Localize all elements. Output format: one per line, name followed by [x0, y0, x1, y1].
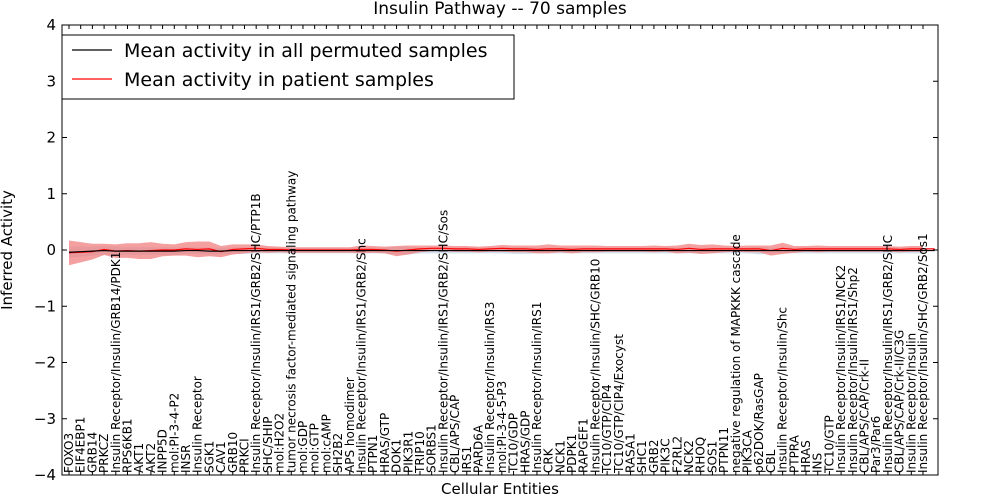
x-category-label: mol:GDP	[296, 421, 310, 473]
x-category-label: mol:PI-3-4-P2	[167, 393, 181, 473]
x-category-label: PRKCZ	[97, 434, 111, 473]
x-category-label: PTPRA	[787, 434, 801, 473]
x-category-label: Insulin Receptor/Insulin/Shc	[776, 307, 790, 473]
x-category-label: Insulin Receptor/Insulin	[904, 333, 918, 473]
legend-label-permuted: Mean activity in all permuted samples	[124, 40, 487, 62]
y-axis-ticks: 4 3 2 1 0 −1 −2 −3 −4	[34, 16, 938, 484]
x-category-label: DOK1	[390, 439, 404, 473]
x-category-label: PTPN1	[366, 435, 380, 473]
y-tick-label: −3	[34, 410, 56, 428]
x-category-label: Insulin Receptor/Insulin/IRS1/GRB2/Shc	[354, 238, 368, 473]
x-category-label: NCK1	[553, 440, 567, 473]
y-tick-label: 1	[46, 185, 56, 203]
x-category-label: Insulin Receptor/Insulin/IRS3	[483, 302, 497, 473]
x-category-label: SHC/SHIP	[261, 417, 275, 473]
y-tick-label: 0	[46, 241, 56, 259]
x-category-label: mol:H2O2	[273, 413, 287, 473]
x-category-label: Insulin Receptor/Insulin/IRS1/GRB2/SHC/P…	[249, 193, 263, 473]
x-category-label: PARD6A	[471, 424, 485, 473]
x-category-label: TC10/GTP	[822, 415, 836, 474]
x-category-label: Insulin Receptor/Insulin/IRS1/GRB2/SHC	[881, 235, 895, 473]
x-category-label: Par3/Par6	[869, 416, 883, 473]
x-category-label: PRKCI	[237, 438, 251, 473]
y-tick-label: −4	[34, 466, 56, 484]
y-axis-label: Inferred Activity	[0, 190, 16, 310]
x-category-label: HRAS/GTP	[378, 413, 392, 473]
x-category-label: HRAS/GDP	[518, 410, 532, 473]
x-category-label: NCK2	[682, 440, 696, 473]
x-category-label: CBL/APS/CAP/Crk-II	[858, 359, 872, 473]
x-category-label: SORBS1	[425, 424, 439, 473]
patient-mean-line	[68, 247, 935, 254]
x-category-label: AKT1	[132, 443, 146, 473]
x-category-label: RASA1	[624, 433, 638, 473]
x-category-label: mol:cAMP	[319, 414, 333, 473]
x-category-label: SGK1	[202, 441, 216, 473]
x-category-label: CAV1	[214, 441, 228, 473]
x-category-label: HRAS	[799, 440, 813, 473]
x-category-label: INSR	[179, 445, 193, 473]
x-category-label: negative regulation of MAPKKK cascade	[729, 234, 743, 473]
y-tick-label: −2	[34, 354, 56, 372]
x-category-label: Insulin Receptor/Insulin/IRS1/GRB2/SHC/S…	[436, 210, 450, 473]
x-category-label: mol:GTP	[308, 423, 322, 473]
y-tick-label: 3	[46, 72, 56, 90]
x-category-label: RAPGEF1	[577, 418, 591, 473]
x-category-label: GRB10	[226, 432, 240, 473]
permuted-mean-line	[68, 249, 935, 253]
series-lines	[68, 247, 935, 254]
x-category-label: TC10/GDP	[507, 413, 521, 474]
x-category-label: GRB14	[85, 432, 99, 473]
x-category-label: INPP5D	[156, 429, 170, 473]
x-category-label: APS homodimer	[343, 377, 357, 473]
y-tick-label: 4	[46, 16, 56, 34]
x-category-label: CBL/APS/CAP	[448, 395, 462, 473]
patient-band	[69, 240, 923, 266]
x-category-label: RHOQ	[694, 437, 708, 473]
x-category-label: SHC1	[635, 440, 649, 473]
x-category-label: Insulin Receptor/Insulin/SHC/GRB10	[588, 259, 602, 473]
x-axis-label: Cellular Entities	[441, 480, 559, 498]
x-category-label: PDPK1	[565, 434, 579, 473]
x-category-label: Insulin Receptor/Insulin/IRS1	[530, 302, 544, 473]
x-category-label: Insulin Receptor/Insulin/GRB14/PDK1	[109, 252, 123, 473]
x-category-label: p62DOK/RasGAP	[752, 373, 766, 473]
x-category-label: Insulin Receptor/Insulin/SHC/GRB2/Sos1	[916, 233, 930, 473]
legend-label-patient: Mean activity in patient samples	[124, 69, 434, 91]
x-category-label: GRB2	[647, 439, 661, 473]
confidence-bands	[69, 240, 923, 266]
x-category-label: AKT2	[144, 443, 158, 473]
x-category-label: EIF4EBP1	[74, 417, 88, 473]
y-tick-label: 2	[46, 129, 56, 147]
x-category-label: PIK3CA	[741, 429, 755, 473]
x-category-label: mol:PI-3-4-5-P3	[495, 381, 509, 473]
x-category-label: INS	[811, 453, 825, 473]
x-category-label: CRK	[542, 447, 556, 473]
x-category-label: TC10/GTP/CIP4/Exocyst	[612, 334, 626, 474]
x-category-label: F2RL2	[670, 436, 684, 473]
x-category-label: Insulin Receptor/Insulin/IRS1/Shp2	[846, 267, 860, 473]
x-category-label: FOXO3	[62, 433, 76, 473]
x-category-label: Insulin Receptor/Insulin/IRS1/NCK2	[834, 265, 848, 473]
x-category-label: RPS6KB1	[120, 418, 134, 473]
x-category-label: IRS1	[460, 446, 474, 473]
x-category-label: TC10/GTP/CIP4	[600, 384, 614, 474]
x-category-label: TRIP10	[413, 431, 427, 474]
x-category-label: CBL/APS/CAP/Crk-II/C3G	[893, 330, 907, 473]
x-category-label: Insulin Receptor	[191, 376, 205, 473]
x-category-label: SOS1	[705, 441, 719, 473]
x-category-label: PIK3R1	[401, 431, 415, 473]
x-category-label: PTPN11	[717, 427, 731, 473]
x-category-label: SH2B2	[331, 433, 345, 473]
chart-title: Insulin Pathway -- 70 samples	[373, 0, 627, 19]
legend: Mean activity in all permuted samples Me…	[61, 34, 515, 100]
x-category-label: tumor necrosis factor-mediated signaling…	[284, 171, 298, 473]
x-category-label: CBL	[764, 449, 778, 473]
x-category-label: PIK3C	[659, 438, 673, 473]
legend-box	[61, 34, 515, 100]
y-tick-label: −1	[34, 297, 56, 315]
